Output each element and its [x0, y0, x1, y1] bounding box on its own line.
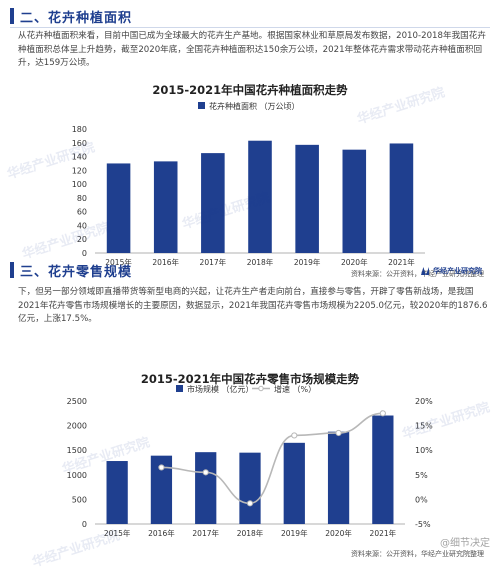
- x-tick-label: 2017年: [200, 257, 227, 267]
- legend-swatch: [198, 102, 205, 109]
- bar: [195, 452, 217, 524]
- growth-point: [335, 429, 342, 437]
- y2-tick-label: 0%: [415, 495, 428, 504]
- brand-logo-icon: [421, 267, 429, 275]
- chart-title: 2015-2021年中国花卉零售市场规模走势: [140, 372, 360, 386]
- y-tick-label: 40: [77, 221, 87, 230]
- legend-label: 花卉种植面积 （万公顷）: [209, 101, 300, 111]
- x-tick-label: 2016年: [152, 257, 179, 267]
- x-tick-label: 2019年: [281, 528, 308, 538]
- source-note: 资料来源：公开资料，华经产业研究院整理: [351, 270, 484, 278]
- y2-tick-label: 20%: [415, 397, 433, 406]
- growth-line: [161, 412, 383, 505]
- bar: [201, 153, 225, 253]
- y2-tick-label: 15%: [415, 422, 433, 431]
- brand-logo: 华经产业研究院: [421, 266, 482, 276]
- x-tick-label: 2018年: [247, 257, 274, 267]
- x-tick-label: 2015年: [104, 528, 131, 538]
- x-tick-label: 2020年: [325, 528, 352, 538]
- bar: [153, 161, 178, 253]
- growth-point: [291, 432, 298, 439]
- section-paragraph: 下，但另一部分领域即直播带货等新型电商的兴起，让花卉生产者走向前台，直接参与零售…: [18, 287, 488, 324]
- bar: [150, 455, 173, 524]
- section-title: 三、花卉零售规模: [20, 264, 133, 280]
- bar: [248, 140, 272, 253]
- source-note: 资料来源：公开资料，华经产业研究院整理: [351, 550, 484, 558]
- planting-area-chart: 花卉种植面积 （万公顷） 0 20 40 60 80 100 120 140 160 180 2015…: [72, 101, 425, 267]
- x-tick-label: 2015年: [105, 257, 132, 267]
- bar: [106, 163, 131, 253]
- x-tick-label: 2017年: [192, 528, 219, 538]
- legend-swatch: [176, 385, 183, 392]
- y-tick-label: 120: [72, 166, 87, 175]
- y-tick-label: 60: [77, 208, 87, 217]
- legend-label: 增速 （%）: [274, 385, 316, 394]
- x-tick-label: 2021年: [370, 528, 397, 538]
- x-tick-label: 2020年: [341, 257, 368, 267]
- y-tick-label: 80: [77, 194, 87, 203]
- y-tick-label: 0: [82, 520, 87, 529]
- section-divider: [10, 27, 490, 28]
- chart-title: 2015-2021年中国花卉种植面积走势: [152, 83, 348, 97]
- retail-scale-chart: 市场规模 （亿元） 增速 （%） 0 500 1000 1500 2000 2500 -5% 0%…: [67, 385, 433, 538]
- section-title: 二、花卉种植面积: [20, 10, 133, 26]
- y-tick-label: 180: [72, 125, 87, 134]
- x-tick-label: 2018年: [237, 528, 264, 538]
- y-tick-label: 2500: [67, 397, 87, 406]
- y2-tick-label: -5%: [415, 520, 431, 529]
- x-tick-label: 2021年: [388, 257, 415, 267]
- y-tick-label: 20: [77, 235, 87, 244]
- y-tick-label: 1500: [67, 446, 87, 455]
- section-accent-bar: [10, 262, 14, 278]
- section-header-retail-scale: 三、花卉零售规模: [10, 258, 490, 282]
- y2-tick-label: 5%: [415, 471, 428, 480]
- y-tick-label: 140: [72, 153, 87, 162]
- y-tick-label: 1000: [67, 471, 87, 480]
- corner-watermark-text: @细节决定: [440, 538, 490, 549]
- bar: [106, 461, 128, 524]
- legend-marker: [258, 385, 264, 392]
- y-tick-label: 160: [72, 139, 87, 148]
- section-accent-bar: [10, 8, 14, 24]
- section-header-planting-area: 二、花卉种植面积: [10, 4, 490, 28]
- y-tick-label: 2000: [67, 422, 87, 431]
- corner-watermark: @细节决定: [440, 534, 490, 549]
- section-paragraph: 从花卉种植面积来看，目前中国已成为全球最大的花卉生产基地。根据国家林业和草原局发…: [18, 31, 486, 68]
- growth-point: [158, 464, 165, 471]
- bar: [239, 452, 261, 524]
- bar: [295, 144, 319, 253]
- y-tick-label: 100: [72, 180, 87, 189]
- x-tick-label: 2019年: [294, 257, 321, 267]
- y2-tick-label: 10%: [415, 446, 433, 455]
- y-tick-label: 0: [82, 249, 87, 258]
- legend-label: 市场规模 （亿元）: [187, 385, 254, 394]
- growth-point: [202, 469, 209, 476]
- y-tick-label: 500: [72, 495, 87, 504]
- bar: [283, 442, 305, 524]
- bar: [372, 415, 394, 524]
- x-tick-label: 2016年: [148, 528, 175, 538]
- bar: [342, 149, 367, 253]
- growth-point: [379, 410, 386, 417]
- bar: [389, 143, 414, 253]
- brand-logo-text: 华经产业研究院: [433, 267, 482, 275]
- bar: [327, 431, 350, 524]
- growth-point: [246, 500, 254, 507]
